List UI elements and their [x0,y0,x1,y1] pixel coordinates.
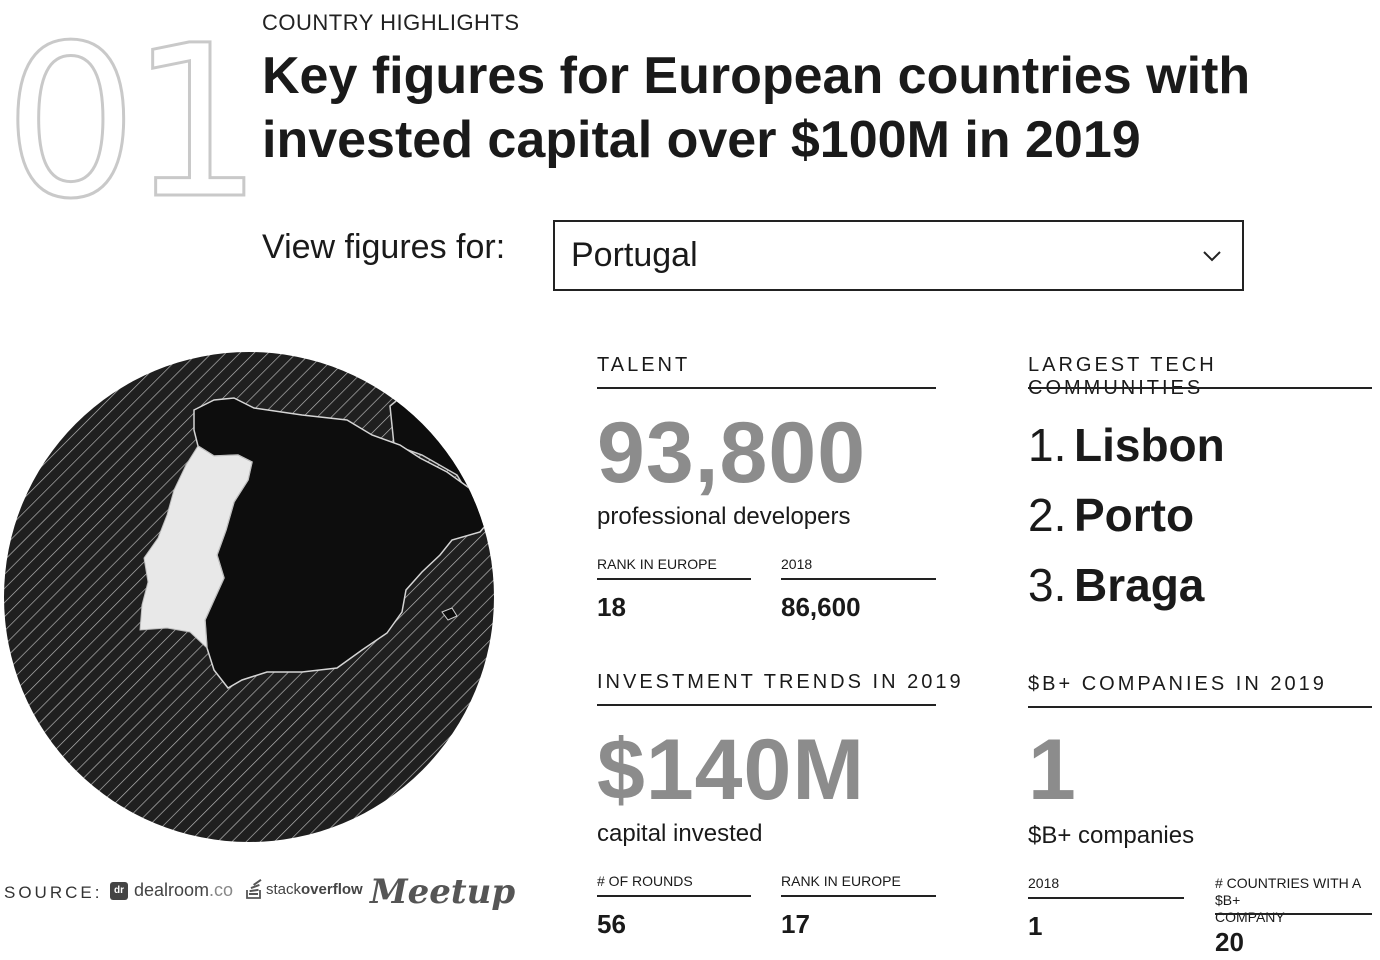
companies-label: $B+ COMPANIES IN 2019 [1028,673,1327,695]
divider [1028,387,1372,389]
country-select[interactable]: Portugal [553,220,1244,291]
community-index: 3. [1028,559,1067,611]
talent-rank-label: RANK IN EUROPE [597,556,717,572]
page-title: Key figures for European countries with … [262,47,1251,169]
rounds-label: # OF ROUNDS [597,873,693,889]
communities-label: LARGEST TECH COMMUNITIES [1028,354,1217,399]
divider [781,578,936,580]
country-select-value: Portugal [571,236,698,274]
talent-label: TALENT [597,354,691,376]
dealroom-name: dealroom [134,880,210,900]
eyebrow-label: COUNTRY HIGHLIGHTS [262,10,520,35]
talent-caption: professional developers [597,503,851,530]
stackoverflow-bold: overflow [301,880,363,898]
investment-rank-label: RANK IN EUROPE [781,873,901,889]
dealroom-icon: dr [110,881,128,900]
community-name: Porto [1074,489,1195,541]
section-number: 01 [2,0,264,245]
countries-label-line2: COMPANY [1215,909,1285,925]
companies-caption: $B+ companies [1028,822,1195,849]
community-item: 1. Lisbon [1028,418,1225,472]
investment-rank-value: 17 [781,909,810,939]
community-item: 2. Porto [1028,488,1194,542]
divider [781,895,936,897]
talent-value: 93,800 [597,405,867,501]
countries-label: # COUNTRIES WITH A $B+ COMPANY [1215,875,1380,926]
map-portugal[interactable] [139,445,253,650]
chevron-down-icon [1203,251,1221,262]
talent-2018-label: 2018 [781,556,813,572]
companies-2018-value: 1 [1028,911,1043,941]
source-label: SOURCE: [4,883,103,902]
stackoverflow-prefix: stack [266,880,302,898]
country-map [4,352,494,842]
dealroom-logo: dr dealroom .co [110,880,233,901]
divider [597,704,936,706]
divider [1028,897,1184,899]
rounds-value: 56 [597,909,626,939]
divider [1215,913,1372,915]
stackoverflow-icon [246,879,262,899]
community-name: Lisbon [1074,419,1225,471]
divider [597,387,936,389]
meetup-logo: Meetup [370,872,516,912]
talent-2018-value: 86,600 [781,592,861,622]
community-index: 2. [1028,489,1067,541]
companies-value: 1 [1028,722,1077,818]
companies-2018-label: 2018 [1028,875,1060,891]
divider [1028,706,1372,708]
divider [597,895,751,897]
map-islands [441,607,458,621]
dealroom-suffix: .co [209,880,234,900]
divider [597,578,751,580]
investment-caption: capital invested [597,820,763,847]
investment-label: INVESTMENT TRENDS IN 2019 [597,671,964,693]
selector-label: View figures for: [262,228,506,266]
talent-rank-value: 18 [597,592,626,622]
investment-value: $140M [597,722,865,818]
countries-label-line1: # COUNTRIES WITH A $B+ [1215,875,1361,908]
community-name: Braga [1074,559,1205,611]
stackoverflow-logo: stack overflow [245,878,363,900]
community-item: 3. Braga [1028,558,1204,612]
community-index: 1. [1028,419,1067,471]
countries-value: 20 [1215,927,1244,957]
